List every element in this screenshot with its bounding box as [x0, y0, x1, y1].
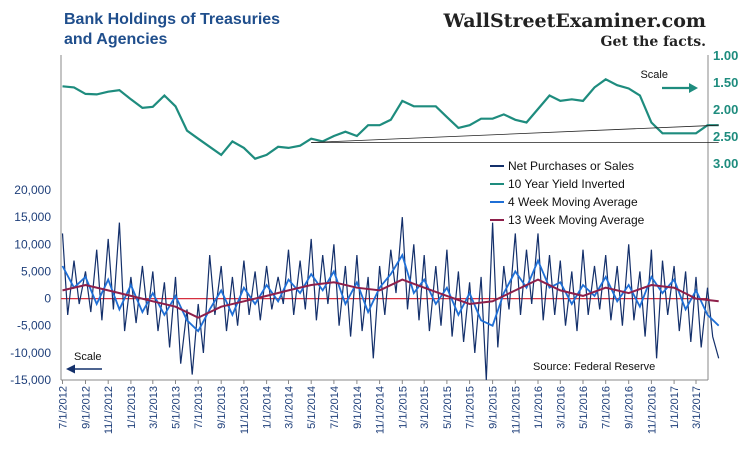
chart-title-line2: and Agencies — [64, 31, 168, 48]
x-tick-label: 1/1/2015 — [397, 386, 409, 429]
legend-entry: 10 Year Yield Inverted — [508, 177, 625, 191]
left-tick-label: 5,000 — [21, 264, 51, 278]
left-tick-label: 15,000 — [14, 210, 51, 224]
x-tick-label: 11/1/2016 — [646, 386, 658, 434]
x-tick-label: 5/1/2015 — [442, 386, 454, 429]
right-tick-label: 2.50 — [713, 129, 738, 144]
left-scale-label: Scale — [74, 351, 102, 363]
chart-title-line1: Bank Holdings of Treasuries — [64, 11, 280, 28]
x-tick-label: 11/1/2014 — [375, 386, 387, 434]
series-line-4-week-ma — [61, 252, 720, 333]
right-scale-label: Scale — [640, 69, 668, 81]
x-tick-label: 9/1/2014 — [352, 386, 364, 429]
left-tick-label: 0 — [44, 292, 51, 306]
x-tick-label: 9/1/2012 — [81, 386, 93, 429]
x-tick-label: 3/1/2016 — [555, 386, 567, 429]
legend-entry: Net Purchases or Sales — [508, 159, 634, 173]
x-tick-label: 1/1/2017 — [669, 386, 681, 429]
x-tick-label: 11/1/2015 — [510, 386, 522, 434]
x-tick-label: 3/1/2017 — [691, 386, 703, 429]
x-tick-label: 7/1/2013 — [193, 386, 205, 429]
x-tick-label: 11/1/2012 — [103, 386, 115, 434]
series-line-net-purchases — [61, 217, 720, 381]
x-axis: 7/1/2012 9/1/2012 11/1/2012 1/1/2013 3/1/201… — [58, 380, 703, 434]
x-tick-label: 7/1/2014 — [329, 386, 341, 429]
source-note: Source: Federal Reserve — [533, 361, 655, 373]
right-tick-label: 3.00 — [713, 156, 738, 171]
left-tick-label: 20,000 — [14, 183, 51, 197]
x-tick-label: 9/1/2013 — [216, 386, 228, 429]
x-tick-label: 11/1/2013 — [239, 386, 251, 434]
legend-entry: 4 Week Moving Average — [508, 195, 638, 209]
x-tick-label: 9/1/2016 — [624, 386, 636, 429]
x-tick-label: 3/1/2013 — [148, 386, 160, 429]
left-tick-label: -5,000 — [17, 319, 51, 333]
right-tick-label: 1.50 — [713, 75, 738, 90]
series-line-10-year-yield — [62, 78, 719, 160]
brand-tagline: Get the facts. — [601, 34, 706, 50]
left-axis: 20,000 15,000 10,000 5,000 0 -5,000 -10,000 -15… — [10, 183, 51, 387]
legend: Net Purchases or Sales 10 Year Yield Inve… — [490, 159, 645, 227]
x-tick-label: 3/1/2015 — [419, 386, 431, 429]
series-line-13-week-ma — [62, 278, 719, 319]
left-scale-arrow — [66, 364, 102, 374]
x-tick-label: 5/1/2016 — [578, 386, 590, 429]
left-tick-label: -10,000 — [10, 346, 51, 360]
x-tick-label: 7/1/2012 — [58, 386, 70, 429]
right-axis: 1.00 1.50 2.00 2.50 3.00 — [713, 48, 738, 171]
right-tick-label: 2.00 — [713, 102, 738, 117]
legend-entry: 13 Week Moving Average — [508, 213, 645, 227]
trendline-upper — [311, 124, 719, 143]
left-tick-label: -15,000 — [10, 373, 51, 387]
x-tick-label: 3/1/2014 — [284, 386, 296, 429]
x-tick-label: 5/1/2013 — [171, 386, 183, 429]
x-tick-label: 1/1/2014 — [262, 386, 274, 429]
x-tick-label: 9/1/2015 — [488, 386, 500, 429]
x-tick-label: 1/1/2013 — [126, 386, 138, 429]
x-tick-label: 5/1/2014 — [306, 386, 318, 429]
right-scale-arrow — [662, 83, 698, 93]
x-tick-label: 7/1/2015 — [465, 386, 477, 429]
x-tick-label: 1/1/2016 — [533, 386, 545, 429]
right-tick-label: 1.00 — [713, 48, 738, 63]
x-tick-label: 7/1/2016 — [601, 386, 613, 429]
left-tick-label: 10,000 — [14, 237, 51, 251]
brand-logo-text: WallStreetExaminer.com — [443, 10, 706, 32]
